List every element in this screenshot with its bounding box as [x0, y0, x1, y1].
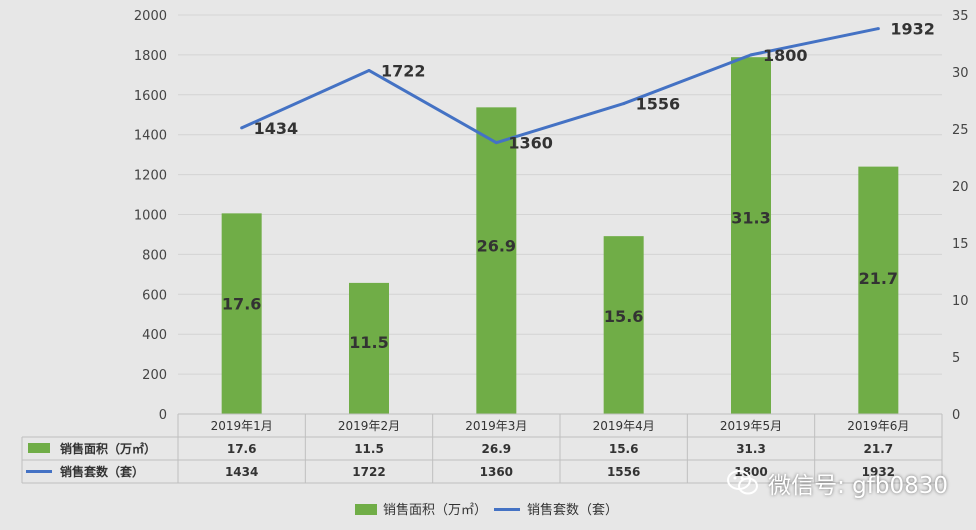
category-label: 2019年5月 [720, 419, 782, 433]
legend: 销售面积（万㎡） 销售套数（套） [355, 502, 618, 518]
legend-swatch-bar [355, 504, 377, 515]
wechat-icon [727, 470, 759, 495]
table-cell: 1932 [862, 465, 895, 479]
table-cell: 1360 [480, 465, 513, 479]
gridlines [178, 14, 942, 415]
line-data-label: 1932 [890, 20, 935, 39]
line-point [876, 27, 880, 31]
legend-label: 销售面积（万㎡） [383, 502, 487, 518]
watermark: 微信号: gfb0830 [726, 466, 948, 500]
line-point [749, 53, 753, 57]
table-legend-swatch-bar [28, 443, 50, 453]
line-data-labels: 1434 1722 1360 1556 1800 1932 [254, 20, 935, 153]
right-tick-label: 35 [952, 9, 969, 24]
right-tick-label: 0 [952, 408, 960, 423]
table-cell: 31.3 [736, 442, 766, 456]
legend-label: 销售套数（套） [527, 502, 618, 518]
left-tick-label: 2000 [134, 9, 167, 24]
right-tick-label: 30 [952, 66, 969, 81]
left-tick-label: 600 [142, 288, 167, 303]
right-tick-label: 10 [952, 294, 969, 309]
left-tick-label: 200 [142, 368, 167, 383]
watermark-text: 微信号: gfb0830 [768, 473, 948, 499]
bar-data-labels: 17.6 11.5 26.9 15.6 31.3 21.7 [222, 209, 898, 352]
left-tick-label: 1400 [134, 129, 167, 144]
line-data-label: 1556 [636, 95, 681, 114]
category-label: 2019年2月 [338, 419, 400, 433]
line-data-label: 1800 [763, 46, 808, 65]
line-point [622, 102, 626, 106]
line-data-label: 1360 [508, 134, 553, 153]
table-row-label: 销售面积（万㎡） [60, 441, 156, 456]
left-tick-label: 1800 [134, 49, 167, 64]
line-point [240, 126, 244, 130]
left-tick-label: 1000 [134, 209, 167, 224]
line-data-label: 1722 [381, 61, 426, 80]
table-cell: 1556 [607, 465, 640, 479]
category-label: 2019年4月 [593, 419, 655, 433]
bar-data-label: 21.7 [859, 269, 898, 288]
right-tick-label: 15 [952, 237, 969, 252]
category-label: 2019年3月 [465, 419, 527, 433]
bar-data-label: 31.3 [731, 209, 770, 228]
bar [731, 57, 771, 415]
table-cell: 26.9 [482, 442, 512, 456]
bar [349, 282, 389, 414]
line-point [494, 141, 498, 145]
line-point [367, 68, 371, 72]
line-series [240, 27, 880, 145]
data-table: 2019年1月 2019年2月 2019年3月 2019年4月 2019年5月 2019年… [21, 413, 943, 484]
table-cell: 11.5 [354, 442, 384, 456]
table-cell: 1434 [225, 465, 258, 479]
table-cell: 21.7 [864, 442, 894, 456]
bar-data-label: 26.9 [477, 236, 516, 255]
bar-series [221, 57, 899, 415]
category-label: 2019年6月 [847, 419, 909, 433]
table-cell: 15.6 [609, 442, 639, 456]
table-cell: 1722 [352, 465, 385, 479]
bar [858, 166, 899, 414]
line-data-label: 1434 [254, 119, 299, 138]
bar [221, 213, 262, 414]
bar-data-label: 17.6 [222, 295, 261, 314]
bar-data-label: 11.5 [349, 333, 388, 352]
bar [603, 236, 644, 414]
table-cell: 1800 [734, 465, 767, 479]
left-tick-label: 400 [142, 328, 167, 343]
right-tick-label: 25 [952, 123, 969, 138]
table-cell: 17.6 [227, 442, 257, 456]
right-tick-label: 5 [952, 351, 960, 366]
right-tick-label: 20 [952, 180, 969, 195]
right-axis: 0 5 10 15 20 25 30 35 [952, 9, 969, 423]
table-row-label: 销售套数（套） [60, 464, 144, 479]
left-axis: 0 200 400 600 800 1000 1200 1400 1600 1800 2000 [134, 9, 167, 423]
bar-data-label: 15.6 [604, 307, 643, 326]
series-line [241, 27, 879, 145]
left-tick-label: 800 [142, 248, 167, 263]
category-label: 2019年1月 [211, 419, 273, 433]
bar [476, 107, 517, 414]
left-tick-label: 1200 [134, 169, 167, 184]
left-tick-label: 1600 [134, 89, 167, 104]
left-tick-label: 0 [159, 408, 167, 423]
